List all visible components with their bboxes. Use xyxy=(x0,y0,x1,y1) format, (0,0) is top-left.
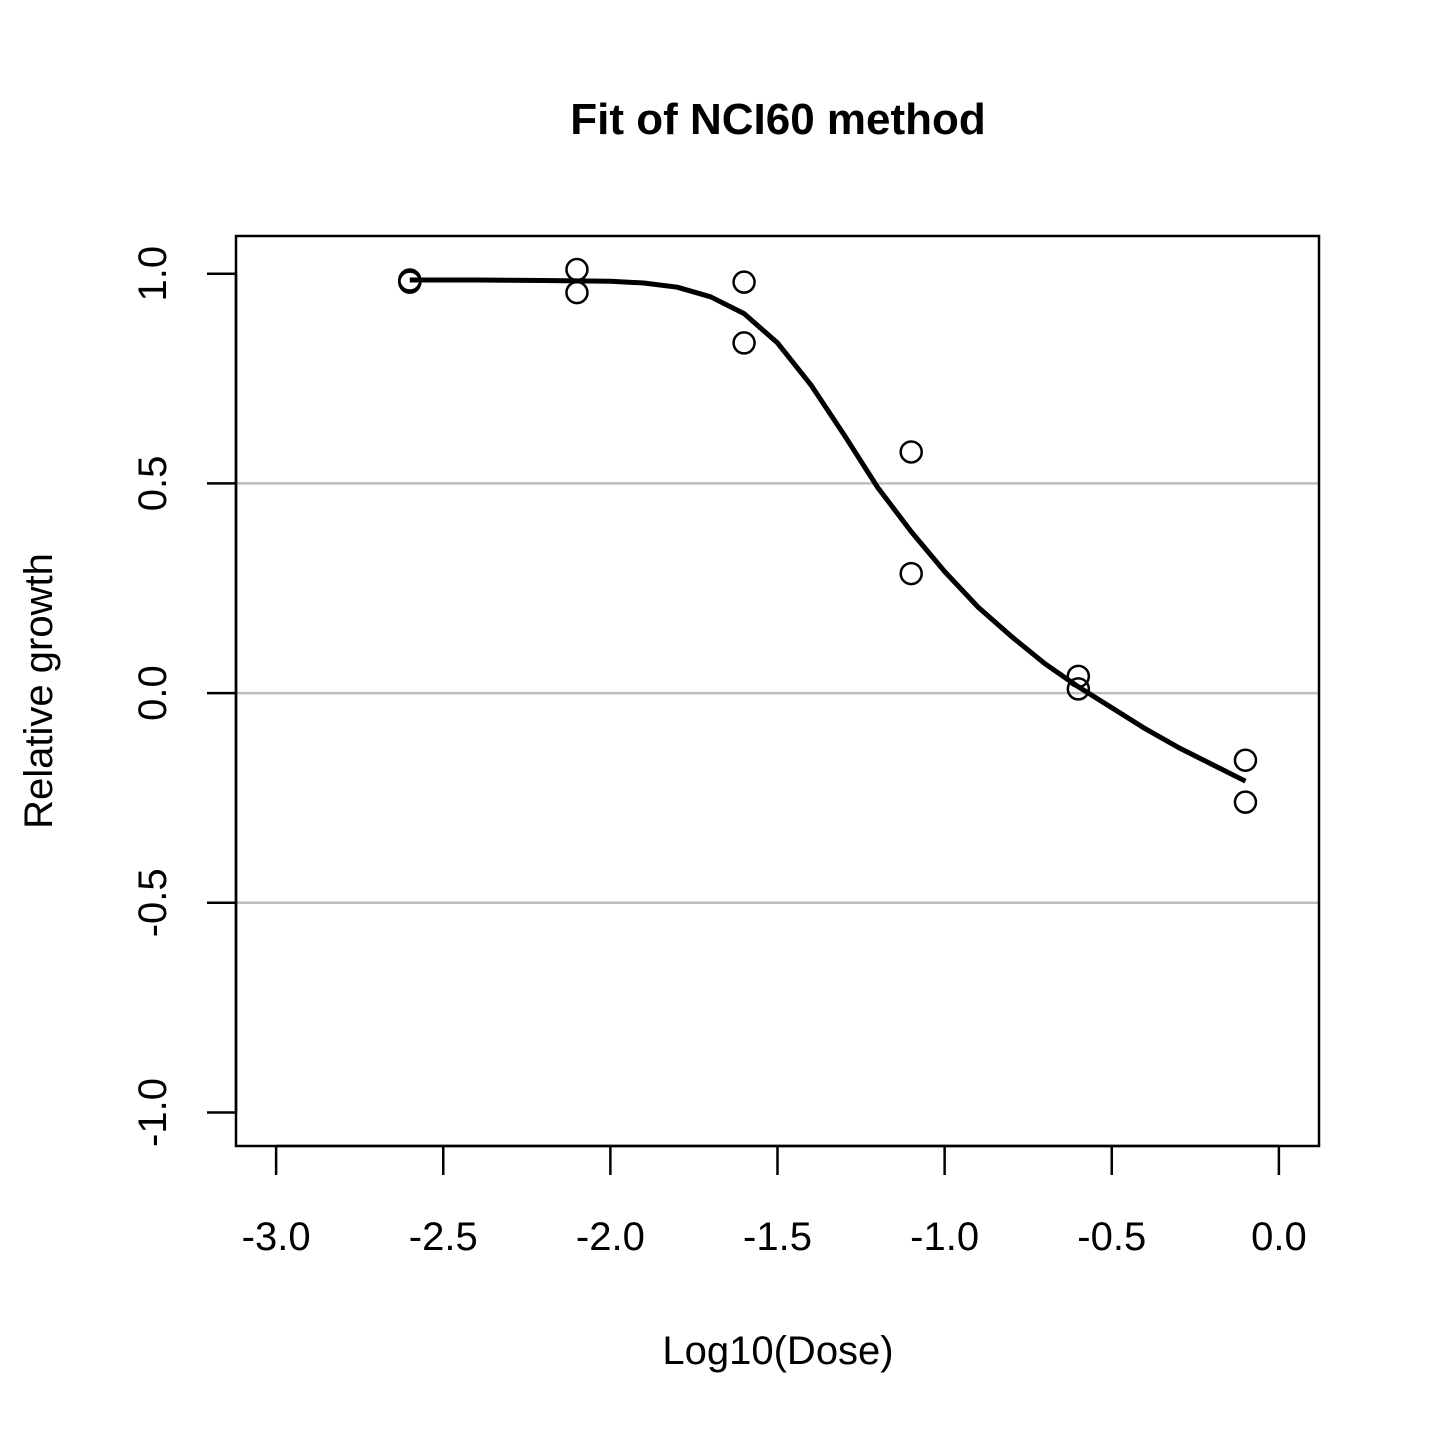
y-tick-label: 1.0 xyxy=(131,246,175,302)
x-axis-label: Log10(Dose) xyxy=(662,1329,893,1373)
data-point xyxy=(732,331,756,355)
y-tick-label: -1.0 xyxy=(131,1078,175,1147)
data-point xyxy=(565,257,589,282)
data-point xyxy=(732,270,756,294)
data-point xyxy=(899,440,923,464)
data-point xyxy=(398,270,422,294)
data-point xyxy=(899,561,923,586)
data-point xyxy=(1233,790,1258,814)
x-tick-label: -2.5 xyxy=(409,1215,478,1259)
fit-curve-group xyxy=(409,277,1247,784)
x-tick-label: -0.5 xyxy=(1077,1215,1146,1259)
data-point xyxy=(565,280,589,305)
x-axis: -3.0 -2.5 -2.0 -1.5 -1.0 -0.5 0.0 xyxy=(242,1144,1307,1259)
x-tick-label: 0.0 xyxy=(1251,1215,1307,1259)
x-tick-label: -1.0 xyxy=(910,1215,979,1259)
reference-lines xyxy=(236,482,1319,905)
x-tick-label: -2.0 xyxy=(576,1215,645,1259)
y-axis-label: Relative growth xyxy=(17,553,61,829)
data-point xyxy=(1233,748,1258,772)
y-tick-label: 0.5 xyxy=(131,456,175,512)
data-point xyxy=(1066,677,1091,701)
x-tick-label: -3.0 xyxy=(242,1215,311,1259)
chart-title: Fit of NCI60 method xyxy=(570,95,986,144)
fit-curve-line xyxy=(409,277,1247,784)
x-tick-label: -1.5 xyxy=(743,1215,812,1259)
data-points xyxy=(398,257,1258,814)
y-tick-label: -0.5 xyxy=(131,868,175,937)
y-axis: -1.0 -0.5 0.0 0.5 1.0 xyxy=(131,246,238,1147)
data-point xyxy=(1066,664,1091,689)
y-tick-label: 0.0 xyxy=(131,665,175,721)
